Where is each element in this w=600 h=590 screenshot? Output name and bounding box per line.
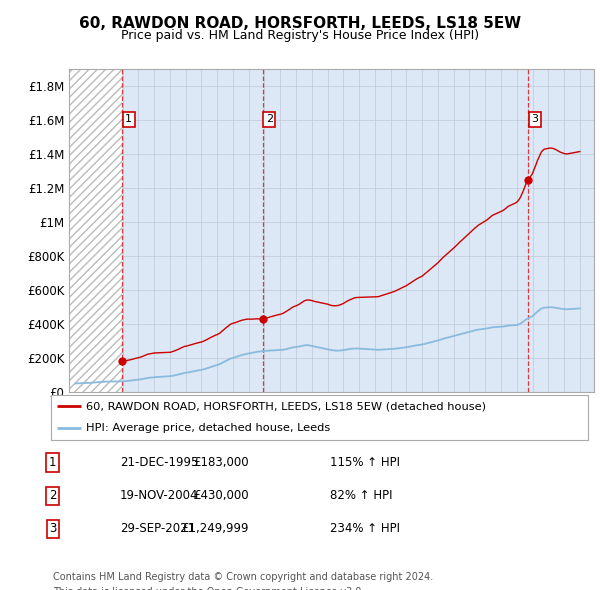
Text: 3: 3 — [532, 114, 539, 124]
Text: 1: 1 — [125, 114, 132, 124]
Text: Price paid vs. HM Land Registry's House Price Index (HPI): Price paid vs. HM Land Registry's House … — [121, 29, 479, 42]
Text: 115% ↑ HPI: 115% ↑ HPI — [330, 456, 400, 469]
Text: 2: 2 — [49, 489, 56, 502]
Text: £430,000: £430,000 — [193, 489, 249, 502]
Text: 82% ↑ HPI: 82% ↑ HPI — [330, 489, 392, 502]
Text: 60, RAWDON ROAD, HORSFORTH, LEEDS, LS18 5EW: 60, RAWDON ROAD, HORSFORTH, LEEDS, LS18 … — [79, 16, 521, 31]
Text: 29-SEP-2021: 29-SEP-2021 — [120, 522, 195, 535]
Text: 19-NOV-2004: 19-NOV-2004 — [120, 489, 199, 502]
Text: £1,249,999: £1,249,999 — [182, 522, 249, 535]
Text: 60, RAWDON ROAD, HORSFORTH, LEEDS, LS18 5EW (detached house): 60, RAWDON ROAD, HORSFORTH, LEEDS, LS18 … — [86, 401, 486, 411]
Text: 1: 1 — [49, 456, 56, 469]
Text: 3: 3 — [49, 522, 56, 535]
Text: £183,000: £183,000 — [193, 456, 249, 469]
Text: HPI: Average price, detached house, Leeds: HPI: Average price, detached house, Leed… — [86, 424, 330, 434]
Bar — [69, 69, 122, 392]
Text: 2: 2 — [266, 114, 273, 124]
Text: 21-DEC-1995: 21-DEC-1995 — [120, 456, 199, 469]
Text: 234% ↑ HPI: 234% ↑ HPI — [330, 522, 400, 535]
Text: Contains HM Land Registry data © Crown copyright and database right 2024.
This d: Contains HM Land Registry data © Crown c… — [53, 572, 433, 590]
